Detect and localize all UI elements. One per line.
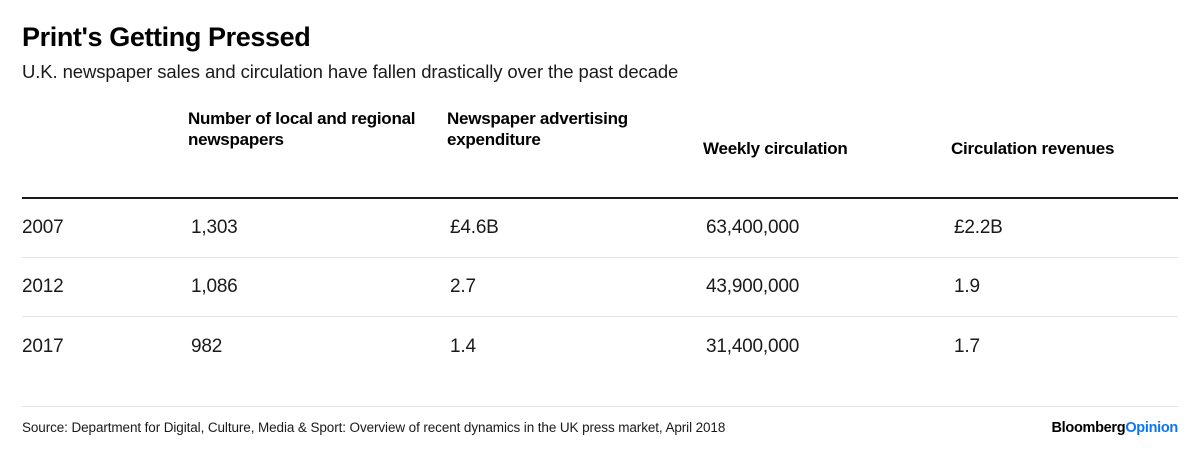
bar-cell: 2.7 <box>447 274 476 300</box>
page-subtitle: U.K. newspaper sales and circulation hav… <box>22 61 679 83</box>
data-table: Number of local and regional newspapers … <box>22 109 1178 376</box>
source-note: Source: Department for Digital, Culture,… <box>22 420 726 435</box>
table-row: 2017 982 1.4 31,400,000 1.7 <box>22 317 1178 376</box>
bar-value: 1.9 <box>954 276 980 298</box>
bar-value: 2.7 <box>450 276 476 298</box>
column-header-weekly-circulation: Weekly circulation <box>703 139 848 159</box>
header-rule <box>22 197 1178 200</box>
column-header-row: Number of local and regional newspapers … <box>22 109 1178 197</box>
bar-value: 982 <box>191 335 223 357</box>
page-title: Print's Getting Pressed <box>22 22 311 52</box>
row-label-year: 2017 <box>22 335 64 357</box>
bar-cell: 31,400,000 <box>703 334 799 360</box>
row-label-year: 2007 <box>22 217 64 239</box>
bar-value: 1,086 <box>191 276 238 298</box>
bar-value: £2.2B <box>954 217 1003 239</box>
bar-value: 1.7 <box>954 335 980 357</box>
bar-cell: 982 <box>188 334 222 360</box>
bar-value: £4.6B <box>450 217 499 239</box>
logo-bloomberg-text: Bloomberg <box>1051 420 1126 436</box>
table-row: 2012 1,086 2.7 43,900,000 1.9 <box>22 258 1178 318</box>
logo-opinion-text: Opinion <box>1125 420 1178 436</box>
bar-value: 43,900,000 <box>706 276 800 298</box>
bar-cell: 1,086 <box>188 274 238 300</box>
bar-value: 1.4 <box>450 335 476 357</box>
row-label-year: 2012 <box>22 276 64 298</box>
bar-value: 31,400,000 <box>706 335 800 357</box>
table-row: 2007 1,303 £4.6B 63,400,000 £2.2B <box>22 199 1178 259</box>
bar-value: 63,400,000 <box>706 217 800 239</box>
bar-cell: 1,303 <box>188 215 238 241</box>
bar-cell: £2.2B <box>951 215 1003 241</box>
column-header-newspapers: Number of local and regional newspapers <box>188 109 416 149</box>
bar-cell: £4.6B <box>447 215 499 241</box>
bloomberg-opinion-logo: BloombergOpinion <box>1051 420 1178 436</box>
bar-value: 1,303 <box>191 217 238 239</box>
bar-cell: 1.4 <box>447 334 476 360</box>
bar-cell: 1.9 <box>951 274 980 300</box>
column-header-ad-expenditure: Newspaper advertising expenditure <box>447 109 628 149</box>
bar-cell: 43,900,000 <box>703 274 799 300</box>
bar-cell: 1.7 <box>951 334 980 360</box>
column-header-circulation-revenues: Circulation revenues <box>951 139 1115 159</box>
bar-cell: 63,400,000 <box>703 215 799 241</box>
chart-footer: Source: Department for Digital, Culture,… <box>22 406 1178 436</box>
